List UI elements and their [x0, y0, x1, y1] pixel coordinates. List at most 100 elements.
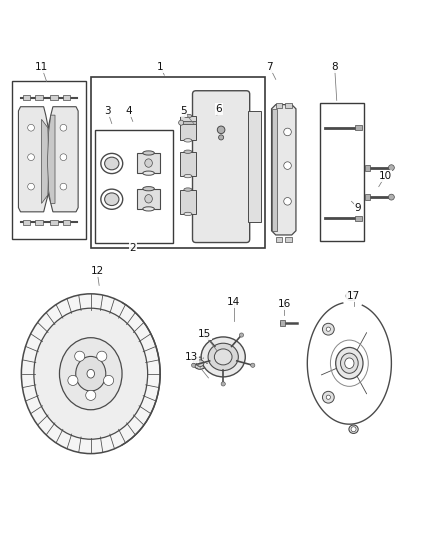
- Text: 6: 6: [215, 104, 223, 114]
- Ellipse shape: [101, 189, 123, 209]
- Circle shape: [86, 390, 96, 400]
- Ellipse shape: [143, 187, 154, 191]
- Bar: [23, 220, 30, 225]
- Ellipse shape: [60, 338, 122, 410]
- Text: 1: 1: [157, 62, 163, 72]
- Bar: [23, 95, 30, 100]
- Bar: [137, 153, 160, 173]
- Bar: [181, 120, 196, 124]
- Ellipse shape: [21, 294, 160, 454]
- Ellipse shape: [196, 360, 204, 367]
- Bar: [180, 190, 196, 214]
- Bar: [12, 82, 86, 239]
- Ellipse shape: [105, 193, 119, 206]
- Circle shape: [284, 162, 291, 169]
- Circle shape: [74, 351, 85, 361]
- Ellipse shape: [143, 151, 154, 155]
- Bar: [286, 102, 292, 108]
- Bar: [280, 320, 285, 326]
- Ellipse shape: [201, 337, 245, 377]
- Text: 5: 5: [180, 106, 187, 116]
- FancyBboxPatch shape: [193, 91, 250, 243]
- Bar: [50, 95, 57, 100]
- Circle shape: [219, 135, 224, 140]
- Polygon shape: [42, 119, 49, 204]
- Circle shape: [60, 154, 67, 160]
- Text: 17: 17: [347, 291, 360, 301]
- Text: 11: 11: [35, 62, 48, 72]
- Text: 3: 3: [104, 106, 111, 116]
- Bar: [50, 220, 57, 225]
- Circle shape: [326, 395, 330, 399]
- Text: 10: 10: [378, 171, 392, 181]
- Polygon shape: [272, 109, 277, 231]
- Text: 2: 2: [130, 243, 136, 253]
- Bar: [365, 165, 371, 171]
- Ellipse shape: [184, 212, 192, 216]
- Text: 8: 8: [331, 62, 338, 72]
- Ellipse shape: [349, 425, 358, 433]
- Bar: [63, 220, 70, 225]
- Bar: [95, 130, 173, 244]
- Ellipse shape: [184, 114, 192, 118]
- Circle shape: [28, 154, 35, 160]
- Text: 14: 14: [227, 297, 240, 307]
- Circle shape: [326, 327, 330, 332]
- Circle shape: [217, 126, 225, 134]
- Circle shape: [68, 375, 78, 385]
- Ellipse shape: [101, 154, 123, 174]
- Bar: [248, 111, 261, 222]
- Circle shape: [389, 194, 394, 200]
- Circle shape: [179, 120, 184, 125]
- Bar: [276, 102, 282, 108]
- Circle shape: [103, 375, 113, 385]
- Ellipse shape: [184, 150, 192, 154]
- Circle shape: [284, 198, 291, 205]
- Polygon shape: [272, 104, 296, 235]
- Ellipse shape: [214, 349, 232, 365]
- Ellipse shape: [184, 188, 192, 191]
- Ellipse shape: [87, 369, 95, 378]
- Bar: [180, 152, 196, 176]
- Bar: [355, 125, 362, 130]
- Circle shape: [351, 427, 356, 432]
- Ellipse shape: [193, 357, 207, 369]
- Ellipse shape: [143, 171, 154, 175]
- Text: 4: 4: [125, 106, 132, 116]
- Circle shape: [349, 293, 354, 299]
- Circle shape: [191, 363, 196, 367]
- Circle shape: [60, 183, 67, 190]
- Circle shape: [322, 324, 334, 335]
- Bar: [91, 77, 265, 247]
- Bar: [365, 194, 371, 200]
- Bar: [355, 216, 362, 221]
- Bar: [137, 189, 160, 209]
- Ellipse shape: [34, 308, 148, 439]
- Ellipse shape: [345, 358, 354, 368]
- Ellipse shape: [340, 353, 358, 373]
- Ellipse shape: [145, 159, 152, 167]
- Polygon shape: [46, 107, 78, 212]
- Text: 13: 13: [185, 352, 198, 362]
- Circle shape: [240, 333, 244, 337]
- Circle shape: [60, 124, 67, 131]
- Ellipse shape: [143, 207, 154, 211]
- Circle shape: [221, 382, 225, 386]
- Bar: [286, 237, 292, 242]
- Ellipse shape: [145, 195, 152, 203]
- Bar: [320, 102, 364, 241]
- Ellipse shape: [336, 348, 363, 379]
- Text: 15: 15: [198, 329, 211, 339]
- Polygon shape: [47, 115, 55, 204]
- Bar: [63, 95, 70, 100]
- Text: 12: 12: [90, 266, 104, 276]
- Ellipse shape: [346, 292, 357, 301]
- Circle shape: [251, 363, 255, 367]
- Circle shape: [284, 128, 291, 136]
- Text: 16: 16: [278, 300, 291, 309]
- Ellipse shape: [105, 157, 119, 170]
- Ellipse shape: [184, 174, 192, 178]
- Circle shape: [28, 124, 35, 131]
- Circle shape: [97, 351, 107, 361]
- Circle shape: [28, 183, 35, 190]
